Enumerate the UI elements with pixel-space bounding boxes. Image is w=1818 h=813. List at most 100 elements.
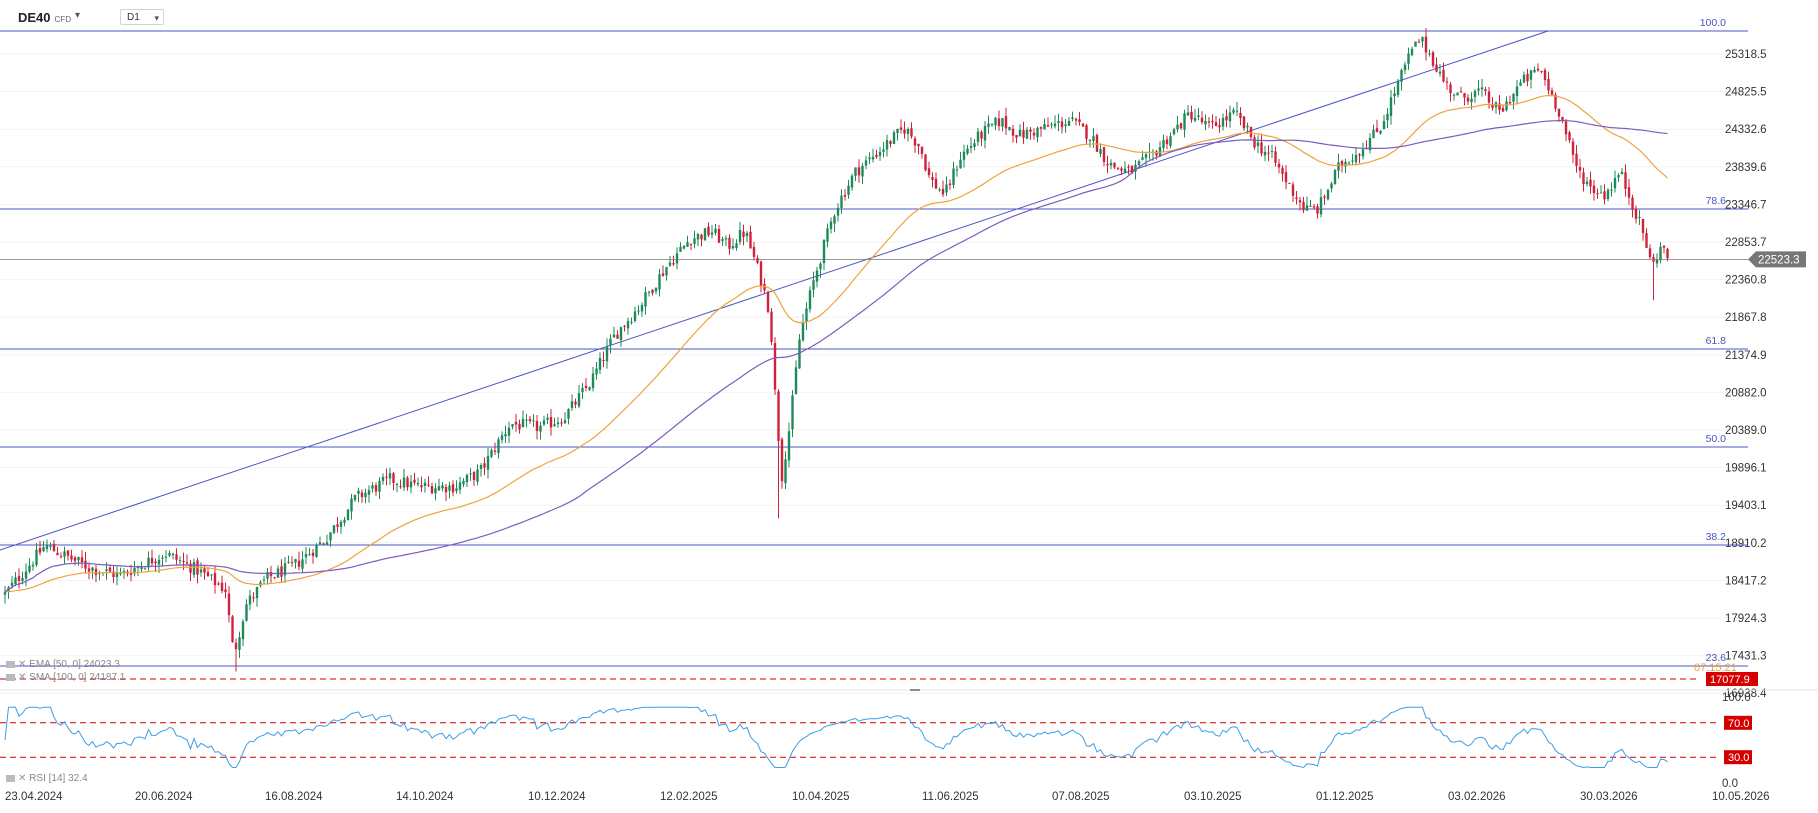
ema-settings-icon[interactable] <box>6 660 15 668</box>
candle-body <box>31 564 35 567</box>
candle-body <box>647 291 651 293</box>
timeframe-select[interactable]: D1 ▾ <box>120 9 164 25</box>
date-tick-label: 10.05.2026 <box>1712 791 1770 803</box>
candle-body <box>934 178 938 189</box>
candle-body <box>1214 122 1218 127</box>
candle-body <box>1057 121 1060 123</box>
sma-remove-icon[interactable]: ✕ <box>18 672 30 683</box>
symbol-dropdown-icon[interactable]: ▾ <box>75 10 81 21</box>
candle-body <box>1134 164 1137 172</box>
candle-body <box>140 566 143 569</box>
fib-level-label: 100.0 <box>1700 17 1726 29</box>
candle-body <box>854 167 857 176</box>
candle-body <box>735 243 738 249</box>
candle-body <box>668 262 672 266</box>
price-tick-label: 17431.3 <box>1725 651 1767 663</box>
candle-body <box>189 563 192 573</box>
candle-body <box>1071 117 1074 120</box>
candle-body <box>1449 84 1452 94</box>
rsi-remove-icon[interactable]: ✕ <box>18 773 30 784</box>
candle-body <box>1249 126 1253 138</box>
candle-body <box>252 597 255 599</box>
candle-body <box>693 238 696 245</box>
candle-body <box>1347 163 1351 165</box>
price-tick-label: 22853.7 <box>1725 237 1767 249</box>
candle-body <box>773 342 777 390</box>
candle-body <box>850 175 854 188</box>
candle-body <box>1431 52 1435 66</box>
candle-body <box>1487 91 1491 103</box>
candle-body <box>507 427 511 436</box>
candle-body <box>969 146 973 148</box>
candle-body <box>1561 116 1564 121</box>
candle-body <box>1130 166 1134 174</box>
candle-body <box>1253 137 1256 148</box>
candle-body <box>1505 101 1508 111</box>
candle-body <box>1491 104 1494 108</box>
candle-body <box>640 304 644 312</box>
candle-body <box>280 566 283 577</box>
timeframe-value: D1 <box>127 12 140 23</box>
candle-body <box>556 422 560 424</box>
symbol-selector[interactable]: DE40 CFD <box>18 10 71 25</box>
candle-body <box>609 338 612 346</box>
candle-body <box>1064 124 1067 127</box>
candle-body <box>1550 90 1554 95</box>
candle-body <box>1522 74 1526 83</box>
candle-body <box>360 492 364 498</box>
ema-legend[interactable]: ✕ EMA [50, 0] 24023.3 <box>6 659 120 670</box>
symbol-name: DE40 <box>18 10 51 25</box>
rsi-line <box>4 706 1668 769</box>
candle-body <box>458 482 462 490</box>
candle-body <box>1351 160 1354 162</box>
candle-body <box>1284 172 1288 183</box>
candle-body <box>35 549 38 565</box>
candle-body <box>990 124 994 126</box>
candle-body <box>1452 94 1456 96</box>
date-tick-label: 23.04.2024 <box>5 791 63 803</box>
candle-body <box>731 246 735 249</box>
candle-body <box>1298 200 1302 203</box>
candle-body <box>1578 167 1582 171</box>
candle-body <box>448 485 451 491</box>
candle-body <box>45 545 49 549</box>
candle-body <box>1533 69 1536 73</box>
candle-body <box>234 642 238 650</box>
candle-body <box>780 439 784 482</box>
candle-body <box>994 117 997 126</box>
candle-body <box>329 532 332 541</box>
candle-body <box>598 357 602 370</box>
rsi-axis-label: 100.0 <box>1722 692 1751 704</box>
candle-body <box>315 544 318 557</box>
candle-body <box>1473 90 1477 97</box>
candle-body <box>245 604 248 621</box>
candle-body <box>721 238 724 241</box>
candle-body <box>1144 154 1148 158</box>
candle-body <box>1169 136 1172 146</box>
candle-body <box>1235 110 1239 112</box>
rsi-settings-icon[interactable] <box>6 774 15 782</box>
rsi-legend[interactable]: ✕ RSI [14] 32.4 <box>6 773 88 784</box>
candle-body <box>1092 136 1095 141</box>
sma-settings-icon[interactable] <box>6 673 15 681</box>
candle-body <box>679 246 682 252</box>
candle-body <box>1200 117 1204 123</box>
candle-body <box>630 321 633 323</box>
candle-body <box>770 311 773 342</box>
candle-body <box>1085 125 1088 139</box>
candle-body <box>73 557 77 561</box>
candle-body <box>875 154 878 158</box>
candle-body <box>1053 123 1057 127</box>
candle-body <box>700 234 703 240</box>
price-tick-label: 20389.0 <box>1725 425 1767 437</box>
candle-body <box>847 185 850 195</box>
candle-body <box>322 543 325 545</box>
ema-remove-icon[interactable]: ✕ <box>18 659 30 670</box>
candle-body <box>336 524 339 527</box>
candle-body <box>1368 137 1372 151</box>
candle-body <box>1263 151 1267 156</box>
sma-legend[interactable]: ✕ SMA [100, 0] 24187.1 <box>6 672 125 683</box>
candle-body <box>686 242 689 247</box>
candle-body <box>623 325 626 327</box>
